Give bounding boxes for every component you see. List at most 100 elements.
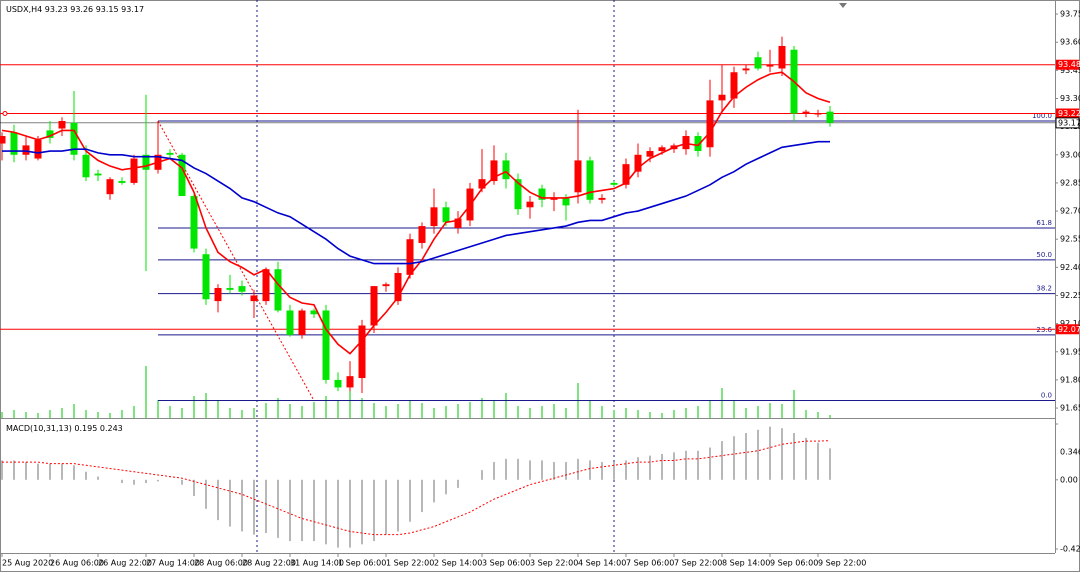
candle-body — [778, 45, 786, 69]
macd-value: 0.195 — [74, 424, 97, 433]
y-tick-label: 92.55 — [1060, 235, 1080, 244]
x-tick-label: 26 Aug 22:00 — [98, 559, 152, 568]
candle-body — [682, 136, 690, 150]
x-tick-label: 8 Sep 14:00 — [722, 559, 770, 568]
price-tag-label: 93.17 — [1058, 118, 1080, 127]
candle-body — [706, 100, 714, 148]
candle-body — [142, 154, 150, 170]
candle-body — [586, 160, 594, 200]
candle-body — [310, 310, 318, 315]
y-tick-label: 92.70 — [1060, 207, 1080, 216]
candle-body — [274, 269, 282, 311]
y-tick-label: 92.40 — [1060, 263, 1080, 272]
candle-body — [730, 72, 738, 99]
x-tick-label: 28 Aug 06:00 — [194, 559, 248, 568]
candle-body — [34, 139, 42, 159]
candle-body — [346, 376, 354, 388]
y-tick-label: 0.00 — [1060, 475, 1078, 484]
fib-label: 38.2 — [1036, 285, 1052, 293]
candle-body — [250, 295, 258, 302]
candle-body — [298, 310, 306, 335]
y-tick-label: 93.45 — [1060, 66, 1080, 75]
x-tick-label: 28 Aug 22:00 — [242, 559, 296, 568]
y-tick-label: 92.10 — [1060, 319, 1080, 328]
candle-body — [538, 188, 546, 200]
fib-label: 0.0 — [1041, 392, 1052, 400]
candle-body — [478, 179, 486, 189]
price-tag-label: 92.07 — [1058, 325, 1080, 334]
candle-body — [130, 158, 138, 183]
candle-body — [598, 197, 606, 200]
candle-body — [394, 272, 402, 302]
y-tick-label: 0.346 — [1060, 448, 1080, 457]
candle-body — [226, 287, 234, 290]
candle-body — [0, 136, 6, 144]
candle-body — [22, 145, 30, 155]
line-anchor — [2, 111, 8, 117]
candle-body — [322, 310, 330, 380]
y-tick-label: 93.30 — [1060, 94, 1080, 103]
x-tick-label: 1 Sep 06:00 — [338, 559, 386, 568]
fib-label: 23.6 — [1036, 326, 1052, 334]
candle-body — [190, 196, 198, 249]
candle-body — [574, 160, 582, 193]
price-tag — [1056, 59, 1079, 70]
candle-body — [286, 310, 294, 335]
candle-body — [382, 284, 390, 287]
x-tick-label: 31 Aug 14:00 — [290, 559, 344, 568]
candle-body — [430, 207, 438, 227]
signal-line — [2, 440, 831, 536]
candle-body — [562, 197, 570, 206]
candle-body — [646, 151, 654, 157]
x-tick-label: 2 Sep 14:00 — [434, 559, 482, 568]
candle-body — [166, 152, 174, 155]
candle-body — [10, 132, 18, 155]
low-value: 93.15 — [96, 5, 119, 14]
price-tag — [1055, 117, 1080, 129]
candle-body — [358, 325, 366, 379]
price-tag — [1056, 108, 1079, 119]
x-tick-label: 3 Sep 22:00 — [530, 559, 578, 568]
candle-body — [82, 154, 90, 178]
candle-body — [202, 254, 210, 300]
candle-body — [262, 269, 270, 302]
macd-title: MACD(10,31,13) — [6, 424, 72, 433]
candle-body — [754, 57, 762, 69]
candle-body — [106, 179, 114, 195]
price-tag-label: 93.48 — [1058, 60, 1080, 69]
candle-body — [418, 226, 426, 243]
candle-body — [502, 160, 510, 180]
moving-average — [1, 71, 831, 355]
candle-body — [70, 122, 78, 155]
x-tick-label: 3 Sep 06:00 — [482, 559, 530, 568]
macd-header: MACD(10,31,13) 0.195 0.243 — [6, 424, 123, 433]
y-tick-label: -0.429 — [1060, 545, 1080, 554]
y-tick-label: 91.65 — [1060, 404, 1080, 413]
candle-body — [370, 286, 378, 326]
x-tick-label: 9 Sep 22:00 — [818, 559, 866, 568]
y-tick-label: 93.00 — [1060, 150, 1080, 159]
y-tick-label: 91.80 — [1060, 375, 1080, 384]
shift-marker — [839, 3, 847, 8]
candle-body — [814, 113, 822, 115]
price-tag-label: 93.22 — [1058, 109, 1080, 118]
candle-body — [694, 136, 702, 152]
candle-body — [442, 207, 450, 223]
x-tick-label: 1 Sep 22:00 — [386, 559, 434, 568]
close-value: 93.17 — [121, 5, 144, 14]
candle-body — [550, 197, 558, 200]
candle-body — [406, 239, 414, 275]
signal-value: 0.243 — [100, 424, 123, 433]
candle-body — [658, 147, 666, 152]
y-tick-label: 92.85 — [1060, 178, 1080, 187]
x-tick-label: 9 Sep 06:00 — [770, 559, 818, 568]
high-value: 93.26 — [70, 5, 93, 14]
chart-title: USDX,H4 — [6, 5, 42, 14]
candle-body — [622, 164, 630, 185]
candle-body — [514, 179, 522, 210]
x-tick-label: 26 Aug 06:00 — [50, 559, 104, 568]
moving-average — [2, 140, 830, 265]
y-tick-label: 93.75 — [1060, 10, 1080, 19]
